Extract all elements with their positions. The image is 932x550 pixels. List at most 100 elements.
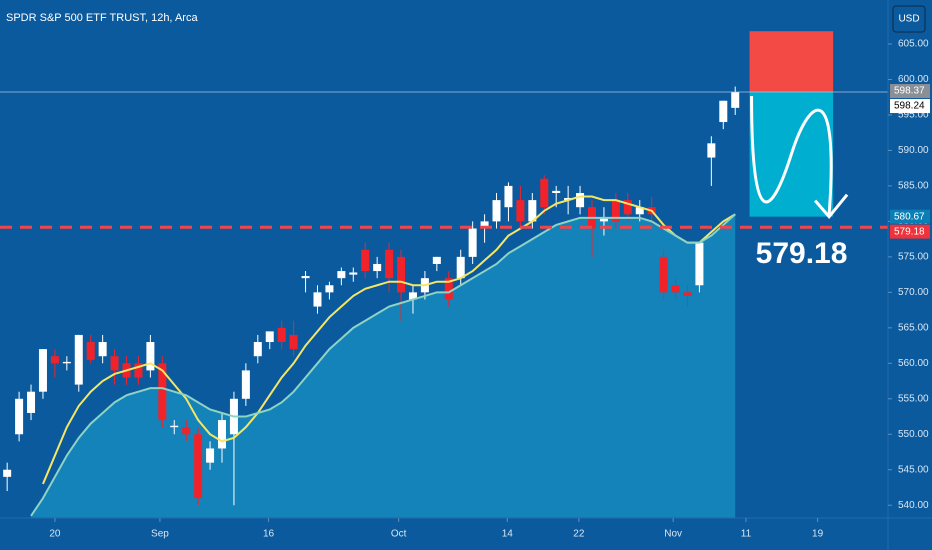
candle-body [683,292,692,296]
overlay: 540.00 545.00 550.00 555.00 560.00 565.00 570.… [49,39,930,540]
y-tick-label: 575.00 [898,252,929,263]
y-tick-label: 565.00 [898,322,929,333]
stop-zone [749,31,834,92]
candle-body [337,271,346,279]
candle-body [15,398,24,435]
price-tag [890,224,930,239]
candle-body [564,197,573,201]
ma-line [42,195,736,485]
price-tag-label: 598.37 [894,86,925,97]
y-tick-label: 600.00 [898,74,929,85]
x-tick-label: Oct [391,529,407,540]
y-tick-label: 555.00 [898,393,929,404]
candle-body [241,370,250,399]
y-tick-label: 545.00 [898,464,929,475]
candle-body [480,221,489,229]
candle-body [635,207,644,215]
target-text: 579.18 [756,237,848,270]
candle-body [707,143,716,158]
candle-body [492,200,501,222]
candle-body [432,256,441,264]
candle-body [194,434,203,499]
candle-body [74,334,83,385]
candle-body [552,190,561,194]
candle-body [170,425,179,428]
ma-line [30,213,736,517]
candle-body [373,263,382,272]
candle-body [695,242,704,286]
candle-body [38,349,47,392]
candle-body [576,193,585,208]
price-tag [890,84,930,99]
y-tick-label: 540.00 [898,500,929,511]
candle-body [27,391,36,413]
price-tag [890,209,930,224]
x-tick-label: 16 [263,529,275,540]
candle-body [98,342,107,357]
candle-body [671,285,680,293]
candle-body [313,292,322,307]
candle-body [206,448,215,463]
price-tag-label: 598.24 [894,101,925,112]
arrow-curve [750,95,833,215]
x-tick-label: Sep [151,529,169,540]
candle-body [62,361,71,364]
candle-body [408,292,417,300]
x-tick-label: 22 [573,529,585,540]
x-tick-label: 11 [741,529,752,540]
x-tick-label: 20 [49,529,61,540]
candle-body [599,218,608,222]
chart-title: SPDR S&P 500 ETF TRUST, 12h, Arca [6,12,198,24]
candle-body [468,228,477,257]
candle-body [265,331,274,343]
candle-body [253,342,262,357]
candle-body [397,256,406,293]
candle-body [110,356,119,371]
candle-body [86,342,95,360]
currency-label: USD [898,14,919,25]
candle-body [134,363,143,378]
price-tag [890,99,930,114]
y-tick-label: 590.00 [898,145,929,156]
candle-body [659,256,668,293]
candle-body [361,249,370,272]
candle-body [504,185,513,208]
candle-body [611,200,620,222]
x-tick-label: 19 [812,529,824,540]
candle-body [50,356,59,364]
candle-body [516,200,525,222]
area [31,214,736,518]
currency-button[interactable] [892,5,926,33]
candle-body [731,91,740,108]
y-tick-label: 585.00 [898,181,929,192]
y-tick-label: 605.00 [898,39,929,50]
candle-body [146,342,155,371]
candle-body [385,249,394,279]
candle-body [456,256,465,279]
candle-body [301,276,310,279]
y-tick-label: 570.00 [898,287,929,298]
candle-body [3,469,12,477]
price-tag-label: 580.67 [894,211,925,222]
candle-body [528,200,537,222]
candle-body [218,420,226,449]
candle-body [444,278,453,300]
candle-body [349,272,358,275]
candle-body [540,178,549,208]
y-tick-label: 595.00 [898,110,929,121]
candle-body [158,363,167,421]
x-tick-label: Nov [664,529,682,540]
candle-body [719,100,728,123]
x-tick-label: 14 [502,529,514,540]
plot-area: 579.18 [0,31,888,518]
y-tick-label: 560.00 [898,358,929,369]
price-tag-label: 579.18 [894,226,925,237]
candle-body [182,427,191,435]
arrow-head [813,193,849,219]
candle-body [623,200,632,215]
candle-body [289,334,298,350]
y-tick-label: 550.00 [898,429,929,440]
candle-body [325,285,334,293]
candle-body [277,327,286,343]
